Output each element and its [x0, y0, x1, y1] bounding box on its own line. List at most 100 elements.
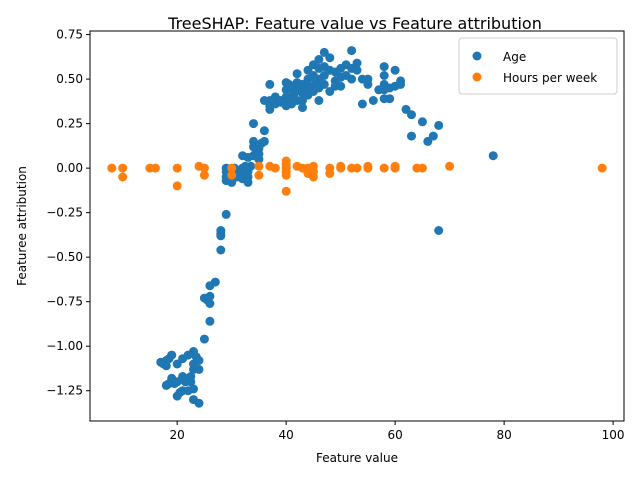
legend-box: [458, 37, 618, 95]
data-point: [363, 163, 373, 173]
data-point: [254, 170, 264, 180]
data-point: [281, 170, 291, 180]
data-point: [270, 163, 280, 173]
data-point: [210, 277, 220, 287]
data-point: [259, 126, 269, 136]
data-point: [205, 291, 215, 301]
x-axis-label: Feature value: [316, 451, 398, 465]
data-point: [254, 154, 264, 164]
data-point: [352, 163, 362, 173]
data-point: [107, 163, 117, 173]
data-point: [314, 96, 324, 105]
chart-title: TreeSHAP: Feature value vs Feature attri…: [167, 14, 542, 33]
data-point: [390, 163, 400, 173]
data-point: [172, 181, 182, 191]
y-tick-label: 0.00: [56, 161, 83, 175]
data-point: [396, 79, 406, 89]
data-point: [199, 170, 209, 180]
data-point: [249, 119, 258, 129]
data-point: [216, 231, 226, 241]
data-point: [199, 163, 209, 173]
data-point: [445, 161, 455, 171]
data-point: [325, 53, 335, 63]
data-point: [118, 163, 128, 173]
data-point: [292, 69, 302, 79]
data-point: [428, 131, 438, 141]
data-point: [319, 79, 329, 89]
y-tick-label: −0.75: [46, 295, 83, 309]
legend-label-hours-per-week: Hours per week: [503, 71, 597, 85]
y-axis-ticks: −1.25 −1.00 −0.75 −0.50 −0.25 0.00 0.25 0.50 0.7…: [46, 28, 90, 398]
data-point: [194, 364, 204, 374]
data-point: [254, 161, 264, 171]
y-tick-label: 0.25: [56, 117, 83, 131]
data-point: [379, 71, 389, 80]
data-point: [385, 94, 395, 104]
data-point: [265, 104, 275, 114]
data-point: [186, 377, 196, 387]
data-point: [597, 163, 607, 173]
x-tick-label: 60: [388, 428, 403, 442]
data-point: [227, 163, 237, 173]
data-point: [417, 117, 427, 127]
x-tick-label: 20: [170, 428, 185, 442]
data-point: [352, 58, 362, 68]
data-point: [347, 46, 357, 56]
y-tick-label: 0.50: [56, 72, 83, 86]
data-point: [407, 131, 416, 141]
data-point: [434, 120, 444, 130]
legend-marker-hours-per-week: [472, 72, 482, 82]
y-tick-label: −1.00: [46, 339, 83, 353]
x-tick-label: 80: [496, 428, 511, 442]
data-point: [150, 163, 160, 173]
y-tick-label: −0.50: [46, 250, 83, 264]
data-point: [357, 99, 367, 109]
data-point: [205, 316, 215, 326]
data-point: [390, 65, 400, 75]
data-point: [243, 177, 253, 187]
data-point: [336, 81, 346, 91]
legend-label-age: Age: [503, 50, 526, 64]
data-point: [167, 350, 177, 360]
data-point: [227, 170, 237, 180]
data-point: [434, 226, 444, 235]
y-tick-label: 0.75: [56, 28, 83, 42]
data-point: [221, 209, 231, 219]
y-axis-label: Featuree attribution: [15, 166, 29, 286]
legend-marker-age: [472, 51, 482, 61]
data-point: [352, 65, 362, 75]
data-point: [336, 163, 346, 173]
data-point: [347, 74, 357, 84]
y-tick-label: −0.25: [46, 206, 83, 220]
data-point: [368, 96, 378, 105]
data-point: [161, 361, 171, 371]
data-point: [407, 110, 416, 120]
data-point: [205, 299, 215, 308]
y-tick-label: −1.25: [46, 384, 83, 398]
data-point: [298, 103, 307, 113]
x-tick-label: 40: [279, 428, 294, 442]
data-point: [259, 136, 269, 146]
data-point: [189, 384, 198, 394]
data-point: [118, 172, 128, 182]
x-axis-ticks: 20 40 60 80 100: [170, 421, 625, 442]
data-point: [488, 151, 498, 161]
data-point: [265, 79, 275, 89]
data-point: [314, 55, 324, 64]
legend: Age Hours per week: [458, 37, 618, 95]
data-point: [216, 245, 226, 255]
plot-frame: [89, 30, 625, 422]
data-point: [194, 398, 204, 408]
x-tick-label: 100: [602, 428, 625, 442]
data-point: [298, 96, 307, 105]
data-point: [379, 163, 389, 173]
data-point: [199, 334, 209, 344]
data-point: [363, 79, 373, 89]
data-point: [379, 62, 389, 72]
data-point: [246, 161, 256, 171]
data-point: [308, 172, 318, 182]
data-point: [172, 163, 182, 173]
data-point: [194, 356, 204, 365]
data-point: [281, 186, 291, 196]
